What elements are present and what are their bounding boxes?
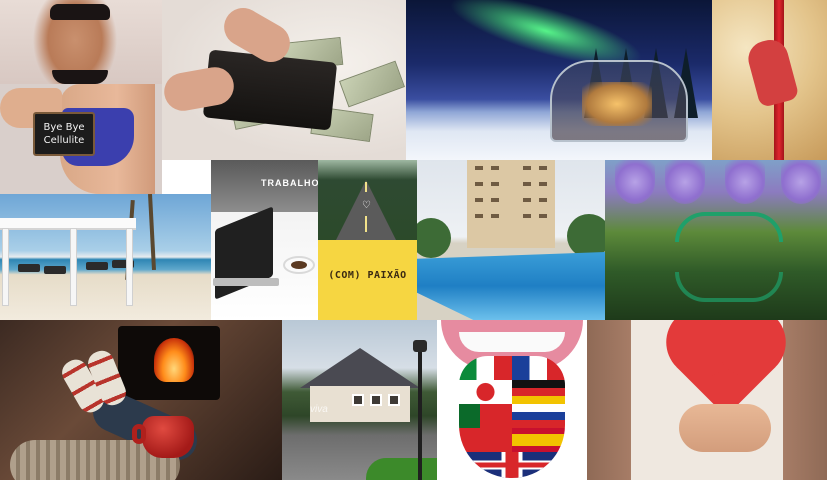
- window: [370, 394, 382, 406]
- window: [388, 394, 400, 406]
- lodge-roof: [300, 348, 420, 388]
- china-flag: [459, 428, 512, 452]
- sun-lounger: [86, 262, 108, 270]
- laptop-work-photo: TRABALHO: [211, 160, 318, 320]
- uk-flag: [459, 452, 565, 478]
- fireplace: [118, 326, 220, 400]
- window: [539, 198, 547, 202]
- beach-pergola-photo: [0, 194, 211, 320]
- tree: [567, 214, 605, 258]
- laptop-base: [213, 278, 279, 286]
- window: [523, 166, 531, 170]
- fitness-body-photo: [0, 0, 162, 84]
- coffee-cup: [283, 256, 315, 274]
- bridge-reflection: [675, 272, 783, 302]
- garden-bridge-photo: [605, 160, 827, 320]
- wisteria: [665, 160, 705, 204]
- window: [475, 198, 483, 202]
- bikini-bottom: [52, 70, 108, 84]
- lamp-head: [413, 340, 427, 352]
- warm-interior-light: [582, 82, 652, 126]
- white-pergola: [0, 218, 136, 306]
- russia-flag: [512, 404, 565, 428]
- window: [475, 214, 483, 218]
- sun-lounger: [18, 264, 40, 272]
- money-wallet-photo: [162, 0, 406, 160]
- palm-tree: [148, 194, 156, 271]
- sun-lounger: [44, 266, 66, 274]
- pergola-post: [70, 228, 77, 306]
- forest-road-photo: ♡: [318, 160, 417, 240]
- road-marking: [365, 182, 367, 192]
- spain-flag: [512, 428, 565, 452]
- portugal-flag: [459, 404, 512, 428]
- heart-in-hands-photo: [587, 320, 827, 480]
- hands: [679, 404, 771, 452]
- window: [539, 182, 547, 186]
- red-mug: [132, 416, 194, 458]
- trabalho-caption: TRABALHO: [261, 178, 318, 188]
- italy-flag: [459, 356, 512, 380]
- lawn: [366, 458, 437, 480]
- fire: [154, 338, 194, 382]
- pergola-post: [126, 228, 133, 306]
- window: [475, 166, 483, 170]
- window: [491, 182, 499, 186]
- france-flag: [512, 356, 565, 380]
- window: [491, 214, 499, 218]
- window: [523, 214, 531, 218]
- window: [491, 166, 499, 170]
- teeth: [459, 332, 565, 352]
- wisteria: [615, 160, 655, 204]
- sign-line-2: Cellulite: [43, 135, 85, 146]
- watermark: viva: [310, 404, 328, 415]
- pergola-beam: [0, 218, 136, 230]
- heart-icon: ♡: [362, 200, 371, 211]
- tongue-with-flags: [459, 356, 565, 478]
- chalkboard-sign: Bye Bye Cellulite: [33, 112, 95, 156]
- window-backdrop: [211, 160, 318, 212]
- wisteria: [725, 160, 765, 204]
- fireplace-photo: [0, 320, 282, 480]
- dollar-bills: [339, 60, 405, 108]
- pergola-post: [2, 228, 9, 306]
- window: [523, 182, 531, 186]
- japan-flag: [459, 380, 512, 404]
- window: [475, 182, 483, 186]
- window: [491, 198, 499, 202]
- tongue-flags-photo: [437, 320, 587, 480]
- sign-line-1: Bye Bye: [43, 122, 85, 133]
- aerial-silk-photo: [712, 0, 827, 160]
- sun-lounger: [112, 260, 134, 268]
- coffee: [291, 261, 307, 269]
- acrobat: [744, 35, 800, 109]
- street-lamp: [418, 346, 422, 480]
- window: [539, 214, 547, 218]
- passion-card: (COM) PAIXÃO: [318, 240, 417, 320]
- bikini-top: [50, 4, 110, 20]
- mug-handle: [132, 424, 146, 444]
- road-marking: [365, 216, 367, 232]
- window: [523, 198, 531, 202]
- glass-igloo: [550, 60, 688, 142]
- lodge-photo: viva: [282, 320, 437, 480]
- resort-pool-photo: [417, 160, 605, 320]
- window: [539, 166, 547, 170]
- tree: [417, 218, 451, 258]
- germany-flag: [512, 380, 565, 404]
- apartment-tower: [467, 160, 555, 248]
- aurora-igloo-photo: [406, 0, 712, 160]
- green-bridge: [675, 212, 783, 242]
- window: [352, 394, 364, 406]
- wisteria: [781, 160, 821, 204]
- swimming-pool: [417, 252, 605, 320]
- passion-caption: (COM) PAIXÃO: [328, 270, 407, 281]
- cellulite-photo: Bye Bye Cellulite: [0, 84, 162, 194]
